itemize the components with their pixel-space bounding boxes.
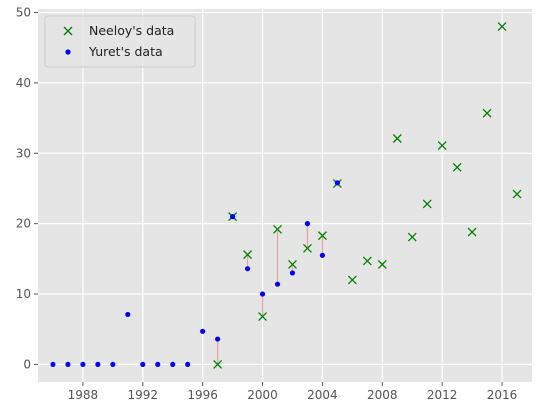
- yuret-point: [185, 361, 191, 368]
- yuret-point: [80, 361, 86, 368]
- neeloy-point: [452, 162, 462, 172]
- yuret-point: [95, 361, 101, 368]
- neeloy-point: [302, 243, 312, 253]
- legend-marker-x: [63, 26, 73, 36]
- yuret-point: [65, 361, 71, 368]
- y-tick-label: 20: [16, 217, 31, 231]
- neeloy-point: [258, 312, 268, 322]
- neeloy-point: [407, 232, 417, 242]
- yuret-point: [215, 336, 221, 342]
- yuret-point: [155, 361, 161, 368]
- x-tick-label: 2004: [307, 388, 338, 402]
- legend: Neeloy's data Yuret's data: [44, 15, 196, 68]
- yuret-point: [140, 361, 146, 368]
- yuret-point: [304, 221, 311, 227]
- legend-label: Yuret's data: [88, 44, 163, 59]
- y-tick-label: 40: [16, 76, 31, 90]
- axes: 1988 1992 1996 2000 2004 2008 2012 2016 0 10 20 30 4…: [16, 6, 518, 402]
- yuret-point: [110, 361, 116, 368]
- neeloy-point: [377, 260, 387, 269]
- neeloy-point: [243, 250, 253, 260]
- data-marks: [50, 22, 522, 369]
- yuret-point: [244, 266, 251, 272]
- legend-marker-dot: [65, 49, 71, 55]
- neeloy-point: [497, 22, 507, 32]
- x-tick-label: 2016: [487, 388, 518, 402]
- y-tick-label: 30: [16, 146, 31, 160]
- x-tick-label: 1988: [68, 388, 99, 402]
- legend-box: [44, 15, 196, 68]
- neeloy-point: [273, 224, 282, 234]
- neeloy-point: [213, 359, 223, 369]
- x-tick-label: 2000: [247, 388, 278, 402]
- y-tick-label: 0: [23, 357, 31, 371]
- neeloy-point: [437, 141, 447, 150]
- x-tick-label: 1992: [128, 388, 159, 402]
- x-tick-label: 2008: [367, 388, 398, 402]
- yuret-point: [230, 214, 236, 220]
- neeloy-point: [422, 199, 432, 209]
- yuret-point: [125, 311, 131, 318]
- yuret-point: [170, 361, 176, 368]
- neeloy-point: [317, 231, 327, 241]
- yuret-point: [334, 180, 340, 186]
- neeloy-point: [482, 108, 492, 118]
- x-tick-label: 2012: [427, 388, 458, 402]
- yuret-point: [289, 270, 296, 276]
- yuret-point: [319, 252, 326, 258]
- neeloy-point: [512, 189, 522, 199]
- plot-area: [38, 9, 532, 382]
- neeloy-point: [467, 227, 477, 237]
- y-tick-label: 50: [16, 6, 31, 20]
- neeloy-point: [362, 256, 372, 266]
- yuret-point: [200, 328, 206, 334]
- neeloy-point: [347, 275, 357, 285]
- neeloy-point: [288, 260, 297, 269]
- y-tick-label: 10: [16, 287, 31, 301]
- yuret-point: [274, 281, 281, 287]
- yuret-point: [50, 361, 56, 368]
- yuret-point: [259, 291, 266, 297]
- neeloy-point: [392, 134, 402, 143]
- legend-label: Neeloy's data: [89, 23, 174, 38]
- grid: [38, 9, 532, 382]
- x-tick-label: 1996: [187, 388, 218, 402]
